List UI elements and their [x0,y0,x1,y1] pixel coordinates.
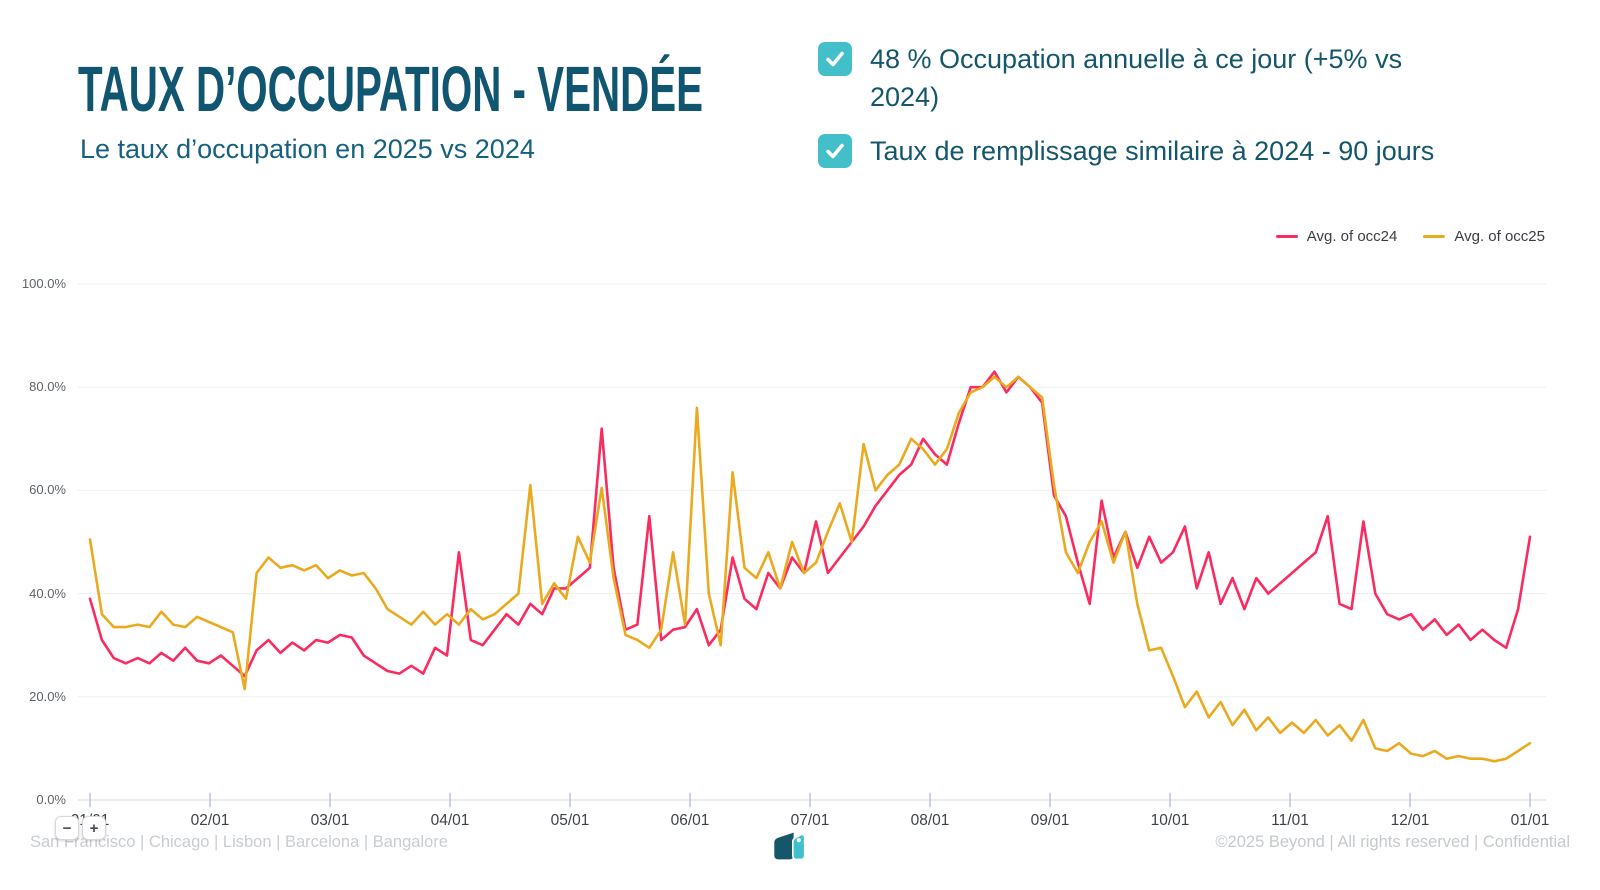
legend-swatch [1275,234,1298,239]
x-axis-label: 04/01 [430,812,470,829]
footer-copyright: ©2025 Beyond | All rights reserved | Con… [1215,833,1570,851]
x-axis-label: 12/01 [1390,812,1430,829]
x-axis-label: 02/01 [190,812,230,829]
legend-item-occ24[interactable]: Avg. of occ24 [1275,228,1398,245]
legend-label: Avg. of occ24 [1306,228,1398,245]
y-axis-label: 40.0% [29,585,66,601]
logo-tag-hole [796,838,801,843]
zoom-out-button[interactable]: − [55,816,79,840]
x-axis-label: 06/01 [670,812,710,829]
page-subtitle: Le taux d’occupation en 2025 vs 2024 [80,134,535,164]
x-axis-label: 10/01 [1150,812,1190,829]
checkmark-icon [826,51,844,67]
highlight-row-fill-rate: Taux de remplissage similaire à 2024 - 9… [818,132,1518,170]
y-axis-label: 80.0% [29,379,66,395]
legend-item-occ25[interactable]: Avg. of occ25 [1423,228,1545,245]
y-axis-label: 60.0% [29,482,66,498]
x-axis-label: 11/01 [1271,812,1309,829]
highlight-row-annual-occupancy: 48 % Occupation annuelle à ce jour (+5% … [818,40,1518,116]
checkbox-checked-icon[interactable] [818,42,852,76]
y-axis-label: 100.0% [21,276,66,291]
legend-swatch [1423,234,1446,239]
x-axis-label: 05/01 [550,812,590,829]
highlight-text: Taux de remplissage similaire à 2024 - 9… [870,136,1435,166]
logo-dark-tag [774,832,794,860]
zoom-in-button[interactable]: + [82,816,106,840]
checkmark-icon [826,143,844,159]
x-axis-label: 09/01 [1030,812,1070,829]
y-axis-label: 0.0% [36,792,66,807]
zoom-controls: − + [55,816,106,840]
checkbox-checked-icon[interactable] [818,134,852,168]
x-axis-label: 08/01 [910,812,950,829]
x-axis-label: 03/01 [310,812,350,829]
highlights-list: 48 % Occupation annuelle à ce jour (+5% … [818,40,1518,170]
y-axis-label: 20.0% [29,688,66,704]
x-axis-label: 07/01 [790,812,830,829]
page-title: TAUX D’OCCUPATION - VENDÉE [78,53,703,125]
logo-light-tag [792,833,806,861]
footer-locations: San Francisco | Chicago | Lisbon | Barce… [30,833,448,851]
beyond-logo-icon [774,832,806,861]
x-axis-label: 01/01 [1510,812,1550,829]
legend-label: Avg. of occ25 [1454,228,1545,245]
chart-legend: Avg. of occ24 Avg. of occ25 [1275,228,1545,245]
highlight-text: 48 % Occupation annuelle à ce jour (+5% … [870,44,1403,112]
